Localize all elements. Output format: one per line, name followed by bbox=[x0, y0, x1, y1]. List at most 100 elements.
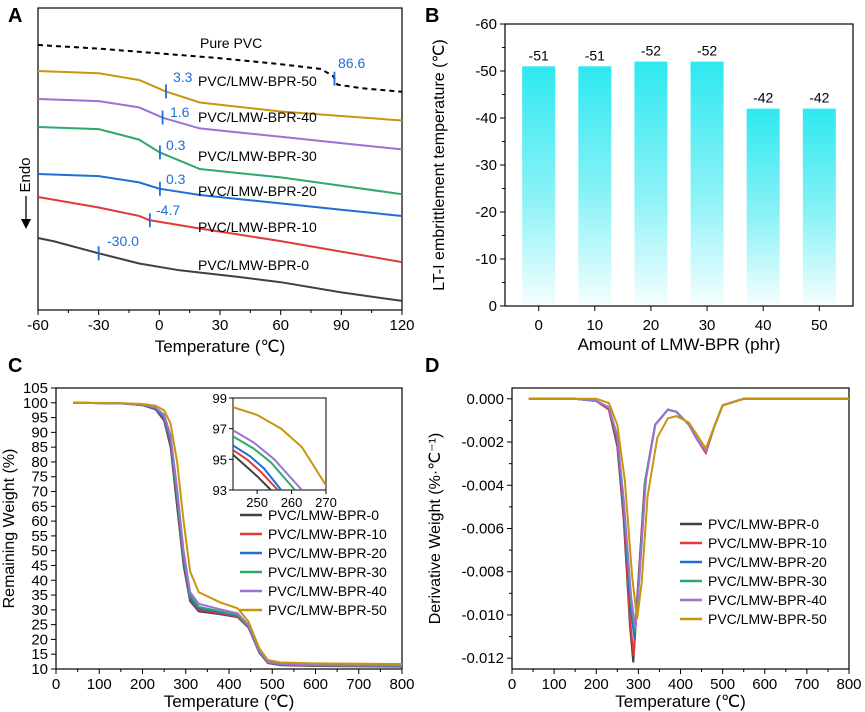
legend-label: PVC/LMW-BPR-40 bbox=[268, 583, 387, 599]
x-tick-label: 120 bbox=[389, 317, 414, 334]
y-tick-label: 25 bbox=[31, 617, 48, 634]
y-tick-label: 75 bbox=[31, 469, 48, 486]
legend-label: PVC/LMW-BPR-10 bbox=[268, 526, 387, 542]
x-tick-label: 0 bbox=[155, 317, 163, 334]
curve-label: PVC/LMW-BPR-20 bbox=[198, 183, 317, 199]
y-tick-label: 45 bbox=[31, 557, 48, 574]
x-tick-label: 400 bbox=[216, 676, 241, 693]
panel-b-frame bbox=[504, 23, 854, 307]
bar-value-label: -42 bbox=[753, 90, 773, 106]
y-tick-label: -0.002 bbox=[461, 434, 504, 451]
y-axis-title: LT-I embrittlement temperature (℃) bbox=[431, 39, 448, 291]
x-tick-label: 60 bbox=[272, 317, 289, 334]
y-axis-title: Remaining Weight (%) bbox=[1, 449, 18, 609]
x-tick-label: 200 bbox=[584, 676, 609, 693]
x-tick-label: 0 bbox=[52, 676, 60, 693]
legend-label: PVC/LMW-BPR-0 bbox=[708, 516, 819, 532]
inset-curve-pvc-lmw-bpr-0 bbox=[233, 453, 272, 490]
dsc-curve-pvc-lmw-bpr-20 bbox=[37, 173, 403, 217]
y-tick-label: 10 bbox=[31, 661, 48, 678]
y-tick-label: -0.008 bbox=[461, 564, 504, 581]
inset-curve-pvc-lmw-bpr-20 bbox=[233, 444, 282, 490]
panel-d: D 0 100 200 300 400 500 600 700 800 0.000 -0.002 -0.… bbox=[425, 355, 862, 711]
y-tick-label: 100 bbox=[23, 395, 48, 412]
y-tick-label: -20 bbox=[475, 204, 497, 221]
tg-value-label: -30.0 bbox=[107, 233, 139, 249]
bar-0 bbox=[522, 66, 556, 306]
legend-label: PVC/LMW-BPR-10 bbox=[708, 535, 827, 551]
x-tick-label: 300 bbox=[626, 676, 651, 693]
curve-label: PVC/LMW-BPR-40 bbox=[198, 109, 317, 125]
y-tick-label: 0 bbox=[489, 298, 497, 315]
legend-label: PVC/LMW-BPR-30 bbox=[708, 573, 827, 589]
x-tick-label: 10 bbox=[586, 317, 603, 334]
y-tick-label: -0.010 bbox=[461, 607, 504, 624]
inset-y-tick-label: 95 bbox=[213, 452, 227, 467]
bar-value-label: -52 bbox=[641, 43, 661, 59]
x-axis-title: Temperature (℃) bbox=[164, 692, 295, 711]
legend-label: PVC/LMW-BPR-20 bbox=[708, 554, 827, 570]
bar-value-label: -51 bbox=[529, 47, 549, 63]
x-tick-label: 90 bbox=[333, 317, 350, 334]
legend-label: PVC/LMW-BPR-50 bbox=[708, 611, 827, 627]
y-tick-label: 105 bbox=[23, 380, 48, 397]
panel-a-letter: A bbox=[8, 5, 22, 27]
y-tick-label: 50 bbox=[31, 543, 48, 560]
y-tick-label: 60 bbox=[31, 513, 48, 530]
x-tick-label: 300 bbox=[173, 676, 198, 693]
tg-value-label: 1.6 bbox=[170, 104, 190, 120]
legend-label: PVC/LMW-BPR-20 bbox=[268, 545, 387, 561]
x-tick-label: 700 bbox=[794, 676, 819, 693]
bar-10 bbox=[578, 66, 612, 306]
dsc-curve-pvc-lmw-bpr-40 bbox=[37, 98, 403, 151]
panel-c: C 0 100 200 300 400 500 600 700 800 10152025303540… bbox=[1, 355, 415, 711]
y-tick-label: 30 bbox=[31, 602, 48, 619]
y-tick-label: -40 bbox=[475, 110, 497, 127]
curve-label: Pure PVC bbox=[200, 35, 262, 51]
bar-50 bbox=[802, 108, 836, 306]
dsc-curve-pvc-lmw-bpr-50 bbox=[37, 70, 403, 122]
y-tick-label: -0.006 bbox=[461, 521, 504, 538]
x-tick-label: 600 bbox=[752, 676, 777, 693]
y-axis-title: Endo bbox=[17, 157, 34, 192]
legend-label: PVC/LMW-BPR-30 bbox=[268, 564, 387, 580]
x-tick-label: -30 bbox=[88, 317, 110, 334]
inset-curve-pvc-lmw-bpr-40 bbox=[233, 429, 303, 490]
y-tick-label: 80 bbox=[31, 454, 48, 471]
dsc-curve-pvc-lmw-bpr-30 bbox=[37, 126, 403, 196]
x-tick-label: 500 bbox=[260, 676, 285, 693]
curve-label: PVC/LMW-BPR-10 bbox=[198, 219, 317, 235]
legend-label: PVC/LMW-BPR-0 bbox=[268, 507, 379, 523]
tg-value-label: 0.3 bbox=[166, 137, 186, 153]
inset-frame bbox=[232, 397, 327, 491]
endo-arrow-head bbox=[21, 219, 31, 229]
bar-20 bbox=[634, 61, 668, 306]
y-tick-label: -50 bbox=[475, 63, 497, 80]
tg-value-label: 0.3 bbox=[166, 171, 186, 187]
bar-value-label: -42 bbox=[809, 90, 829, 106]
dsc-curve-pvc-lmw-bpr-10 bbox=[37, 196, 403, 264]
tg-value-label: -4.7 bbox=[156, 202, 180, 218]
y-tick-label: -0.004 bbox=[461, 477, 504, 494]
x-tick-label: 600 bbox=[303, 676, 328, 693]
x-tick-label: 100 bbox=[542, 676, 567, 693]
bar-value-label: -51 bbox=[585, 47, 605, 63]
y-tick-label: -30 bbox=[475, 157, 497, 174]
inset-y-tick-label: 93 bbox=[213, 483, 227, 498]
dsc-curve-pure-pvc bbox=[37, 44, 403, 93]
panel-a: A -60 -30 0 30 60 90 120 Temperature (℃) Endo Pure… bbox=[8, 5, 415, 356]
x-tick-label: 20 bbox=[643, 317, 660, 334]
x-tick-label: 500 bbox=[710, 676, 735, 693]
y-tick-label: -60 bbox=[475, 16, 497, 33]
x-tick-label: 30 bbox=[699, 317, 716, 334]
bar-40 bbox=[746, 108, 780, 306]
x-tick-label: 50 bbox=[811, 317, 828, 334]
tga-curve-pvc-lmw-bpr-40 bbox=[73, 401, 403, 667]
x-tick-label: 100 bbox=[87, 676, 112, 693]
inset-x-tick-label: 260 bbox=[281, 495, 303, 510]
y-tick-label: 0.000 bbox=[466, 391, 504, 408]
bar-30 bbox=[690, 61, 724, 306]
x-tick-label: 30 bbox=[212, 317, 229, 334]
inset-curve-pvc-lmw-bpr-10 bbox=[233, 449, 279, 490]
